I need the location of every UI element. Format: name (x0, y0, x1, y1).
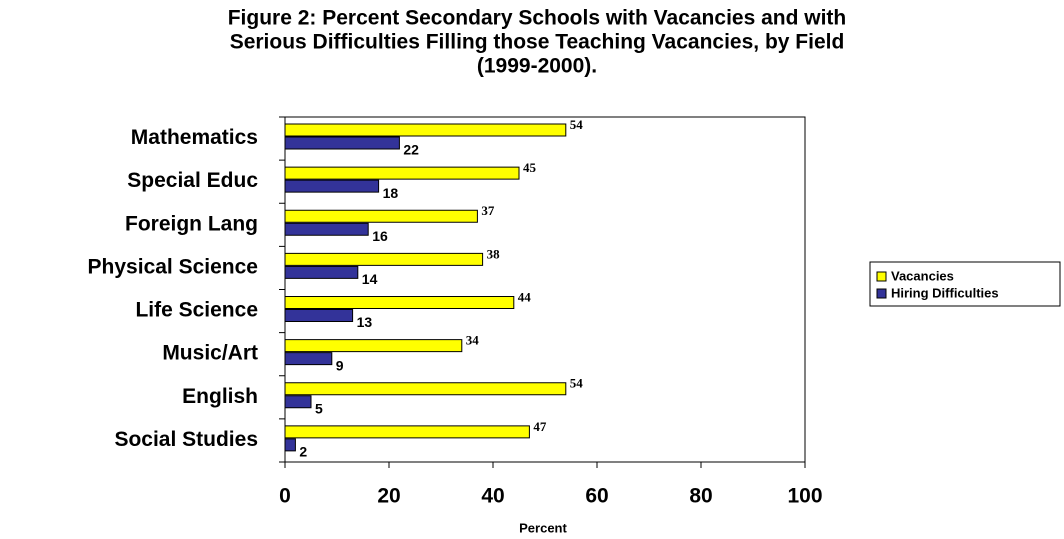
bar (284, 438, 296, 452)
legend-swatch (876, 271, 887, 282)
x-tick-label: 100 (787, 485, 822, 508)
x-tick-label: 40 (481, 485, 504, 508)
legend-label: Hiring Difficulties (891, 285, 999, 300)
value-label: 45 (523, 160, 537, 175)
y-tick-label: Music/Art (162, 342, 258, 365)
value-label: 37 (481, 203, 495, 218)
value-label: 54 (570, 117, 584, 132)
legend-label: Vacancies (891, 268, 954, 283)
y-tick-label: Foreign Lang (125, 212, 258, 235)
value-label: 22 (403, 142, 419, 158)
bar (284, 222, 369, 236)
chart-title: Serious Difficulties Filling those Teach… (230, 31, 845, 54)
legend-swatch (876, 288, 887, 299)
value-label: 14 (362, 271, 378, 287)
bar (284, 395, 312, 409)
chart-title: Figure 2: Percent Secondary Schools with… (228, 7, 847, 30)
value-label: 38 (487, 246, 501, 261)
bar (284, 382, 567, 396)
value-label: 9 (336, 357, 344, 373)
x-tick-label: 20 (377, 485, 400, 508)
value-label: 2 (299, 444, 307, 460)
x-tick-label: 60 (585, 485, 608, 508)
x-axis-label: Percent (519, 520, 567, 535)
bar (284, 252, 484, 266)
chart-title: (1999-2000). (477, 55, 597, 78)
y-tick-label: Special Educ (127, 169, 258, 192)
value-label: 18 (383, 185, 399, 201)
bar (284, 296, 515, 309)
y-tick-label: Mathematics (131, 126, 258, 149)
value-label: 34 (466, 333, 480, 348)
y-tick-label: Physical Science (88, 255, 258, 278)
value-label: 13 (357, 314, 373, 330)
value-label: 54 (570, 376, 584, 391)
bar (284, 166, 520, 180)
y-tick-label: Social Studies (114, 428, 258, 451)
y-tick-label: Life Science (135, 299, 258, 322)
bar (284, 425, 530, 439)
bar (284, 265, 359, 279)
bar (284, 209, 478, 223)
x-tick-label: 0 (279, 485, 291, 508)
bar (284, 123, 567, 137)
bar (284, 309, 354, 322)
x-tick-label: 80 (689, 485, 712, 508)
y-tick-label: English (182, 385, 258, 408)
value-label: 16 (372, 228, 388, 244)
bar (284, 339, 463, 353)
value-label: 47 (533, 419, 547, 434)
bar (284, 352, 333, 366)
bar (284, 136, 400, 150)
value-label: 5 (315, 400, 323, 416)
legend-box (869, 261, 1061, 307)
value-label: 44 (518, 289, 532, 304)
bar (284, 179, 380, 193)
